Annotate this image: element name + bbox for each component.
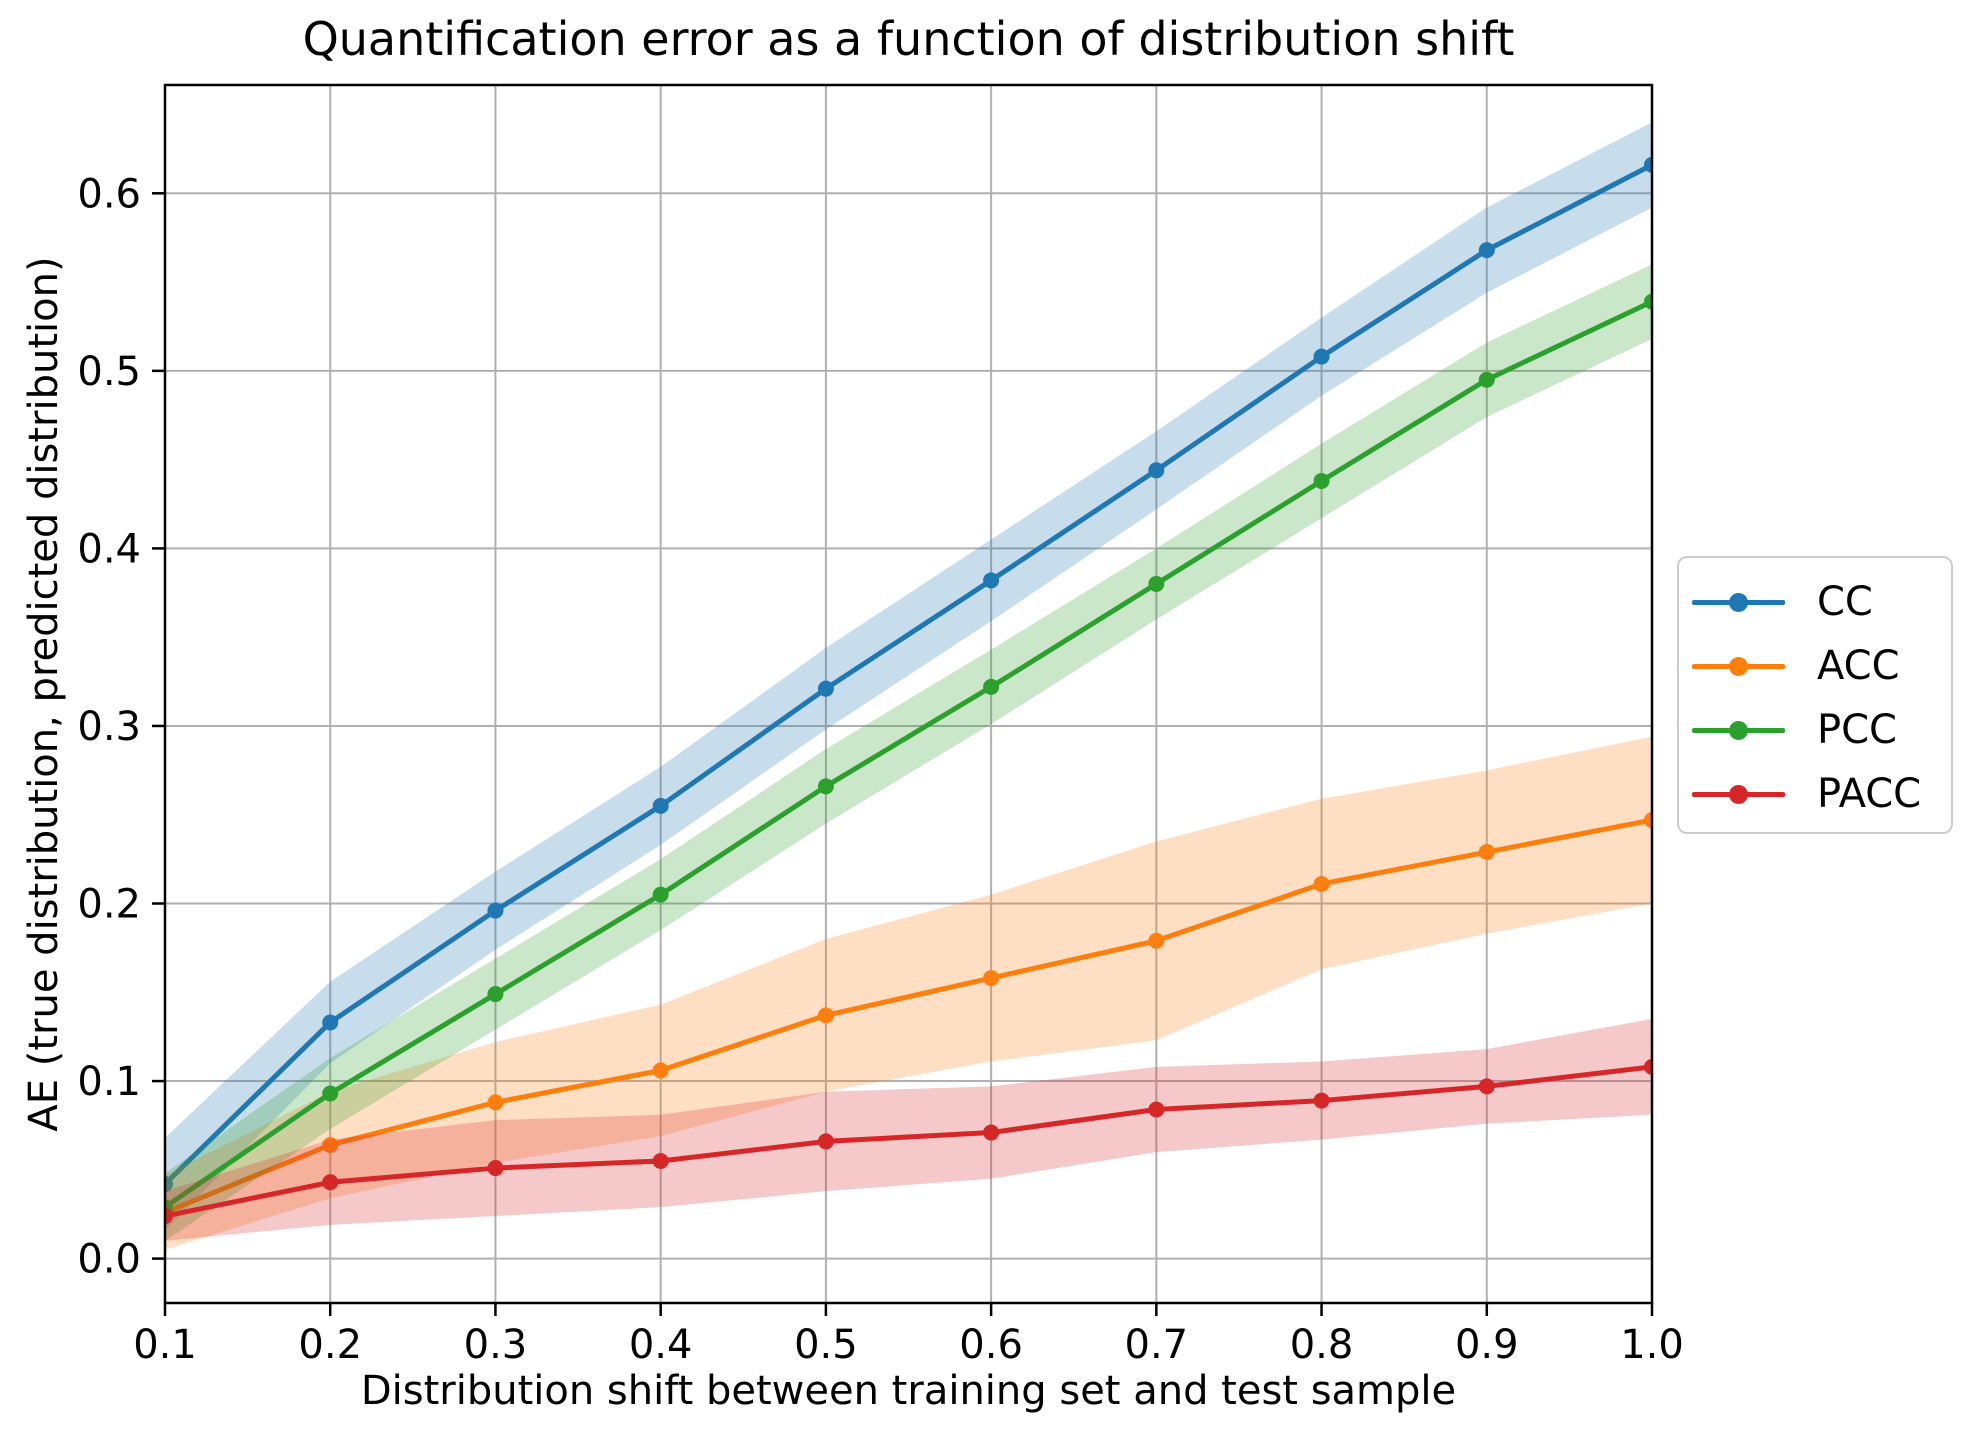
- data-point: [652, 1152, 669, 1169]
- x-tick-label: 0.9: [1455, 1322, 1519, 1368]
- data-point: [487, 1094, 504, 1111]
- legend-marker-cc: [1729, 593, 1748, 612]
- legend-item-pcc: PCC: [1692, 698, 1951, 762]
- data-point: [1313, 472, 1330, 489]
- y-tick-label: 0.0: [77, 1237, 141, 1283]
- data-point: [1478, 242, 1495, 259]
- series-pcc: [165, 264, 1652, 1241]
- data-point: [817, 1007, 834, 1024]
- data-point: [1478, 1078, 1495, 1095]
- data-point: [817, 1133, 834, 1150]
- data-point: [487, 902, 504, 919]
- y-tick-label: 0.3: [77, 704, 141, 750]
- legend-line-sample-pcc: [1692, 720, 1785, 740]
- data-point: [652, 886, 669, 903]
- tick-labels: 0.1 0.2 0.3 0.4 0.5 0.6 0.7 0.8 0.9 1.0 0.0 0.1 0.2 0…: [77, 171, 1683, 1368]
- series-line-pacc: [165, 1064, 1652, 1219]
- data-point: [487, 986, 504, 1003]
- confidence-band-pacc: [165, 1018, 1652, 1241]
- legend-marker-pacc: [1729, 785, 1748, 804]
- data-point: [1313, 1092, 1330, 1109]
- data-point: [1478, 371, 1495, 388]
- legend-item-cc: CC: [1692, 570, 1951, 634]
- legend-marker-pcc: [1729, 721, 1748, 740]
- data-point: [487, 1160, 504, 1177]
- series-line-cc: [165, 162, 1652, 1187]
- x-axis-label: Distribution shift between training set …: [360, 1368, 1457, 1414]
- legend-line-sample-pacc: [1692, 784, 1785, 804]
- y-tick-label: 0.2: [77, 882, 141, 928]
- data-point: [983, 572, 1000, 589]
- data-point: [1148, 932, 1165, 949]
- legend-item-pacc: PACC: [1692, 762, 1951, 826]
- data-point: [1148, 575, 1165, 592]
- data-point: [1313, 348, 1330, 365]
- data-point: [983, 1124, 1000, 1141]
- y-tick-label: 0.6: [77, 171, 141, 217]
- data-point: [817, 778, 834, 795]
- legend-marker-acc: [1729, 657, 1748, 676]
- data-point: [1478, 844, 1495, 861]
- confidence-band-cc: [165, 122, 1652, 1231]
- data-point: [322, 1085, 339, 1102]
- data-point: [322, 1136, 339, 1153]
- legend-line-sample-cc: [1692, 592, 1785, 612]
- chart-title: Quantification error as a function of di…: [302, 12, 1515, 66]
- data-point: [165, 1176, 173, 1193]
- x-tick-label: 1.0: [1620, 1322, 1684, 1368]
- data-point: [322, 1014, 339, 1031]
- legend-label-cc: CC: [1817, 579, 1873, 625]
- y-tick-label: 0.5: [77, 349, 141, 395]
- x-tick-label: 0.7: [1125, 1322, 1189, 1368]
- data-point: [1644, 812, 1652, 829]
- series-pacc: [165, 1018, 1652, 1241]
- y-tick-label: 0.4: [77, 526, 141, 572]
- plot-border: [163, 83, 1654, 1305]
- tick-marks: [152, 192, 1654, 1316]
- series-cc: [165, 122, 1652, 1231]
- data-point: [983, 678, 1000, 695]
- legend-label-pacc: PACC: [1817, 771, 1922, 817]
- data-point: [652, 797, 669, 814]
- x-tick-label: 0.3: [464, 1322, 528, 1368]
- data-point: [817, 680, 834, 697]
- series-acc: [165, 736, 1652, 1250]
- x-tick-label: 0.8: [1290, 1322, 1354, 1368]
- series-line-pcc: [165, 299, 1652, 1210]
- data-point: [1313, 875, 1330, 892]
- legend-label-pcc: PCC: [1817, 707, 1897, 753]
- x-tick-label: 0.6: [959, 1322, 1023, 1368]
- legend-label-acc: ACC: [1817, 643, 1900, 689]
- data-point: [165, 1208, 173, 1224]
- data-point: [1148, 462, 1165, 479]
- data-point: [1644, 1058, 1652, 1075]
- data-point: [983, 970, 1000, 987]
- data-point: [322, 1174, 339, 1191]
- data-point: [1644, 156, 1652, 173]
- confidence-band-acc: [165, 736, 1652, 1250]
- y-tick-label: 0.1: [77, 1059, 141, 1105]
- data-point: [1644, 293, 1652, 310]
- x-tick-label: 0.4: [629, 1322, 693, 1368]
- x-tick-label: 0.1: [133, 1322, 197, 1368]
- series-line-acc: [165, 817, 1652, 1215]
- legend-item-acc: ACC: [1692, 634, 1951, 698]
- x-tick-label: 0.2: [298, 1322, 362, 1368]
- data-point: [1148, 1101, 1165, 1118]
- legend: CC ACC PCC PACC: [1677, 556, 1953, 834]
- x-tick-label: 0.5: [794, 1322, 858, 1368]
- data-point: [652, 1062, 669, 1079]
- legend-line-sample-acc: [1692, 656, 1785, 676]
